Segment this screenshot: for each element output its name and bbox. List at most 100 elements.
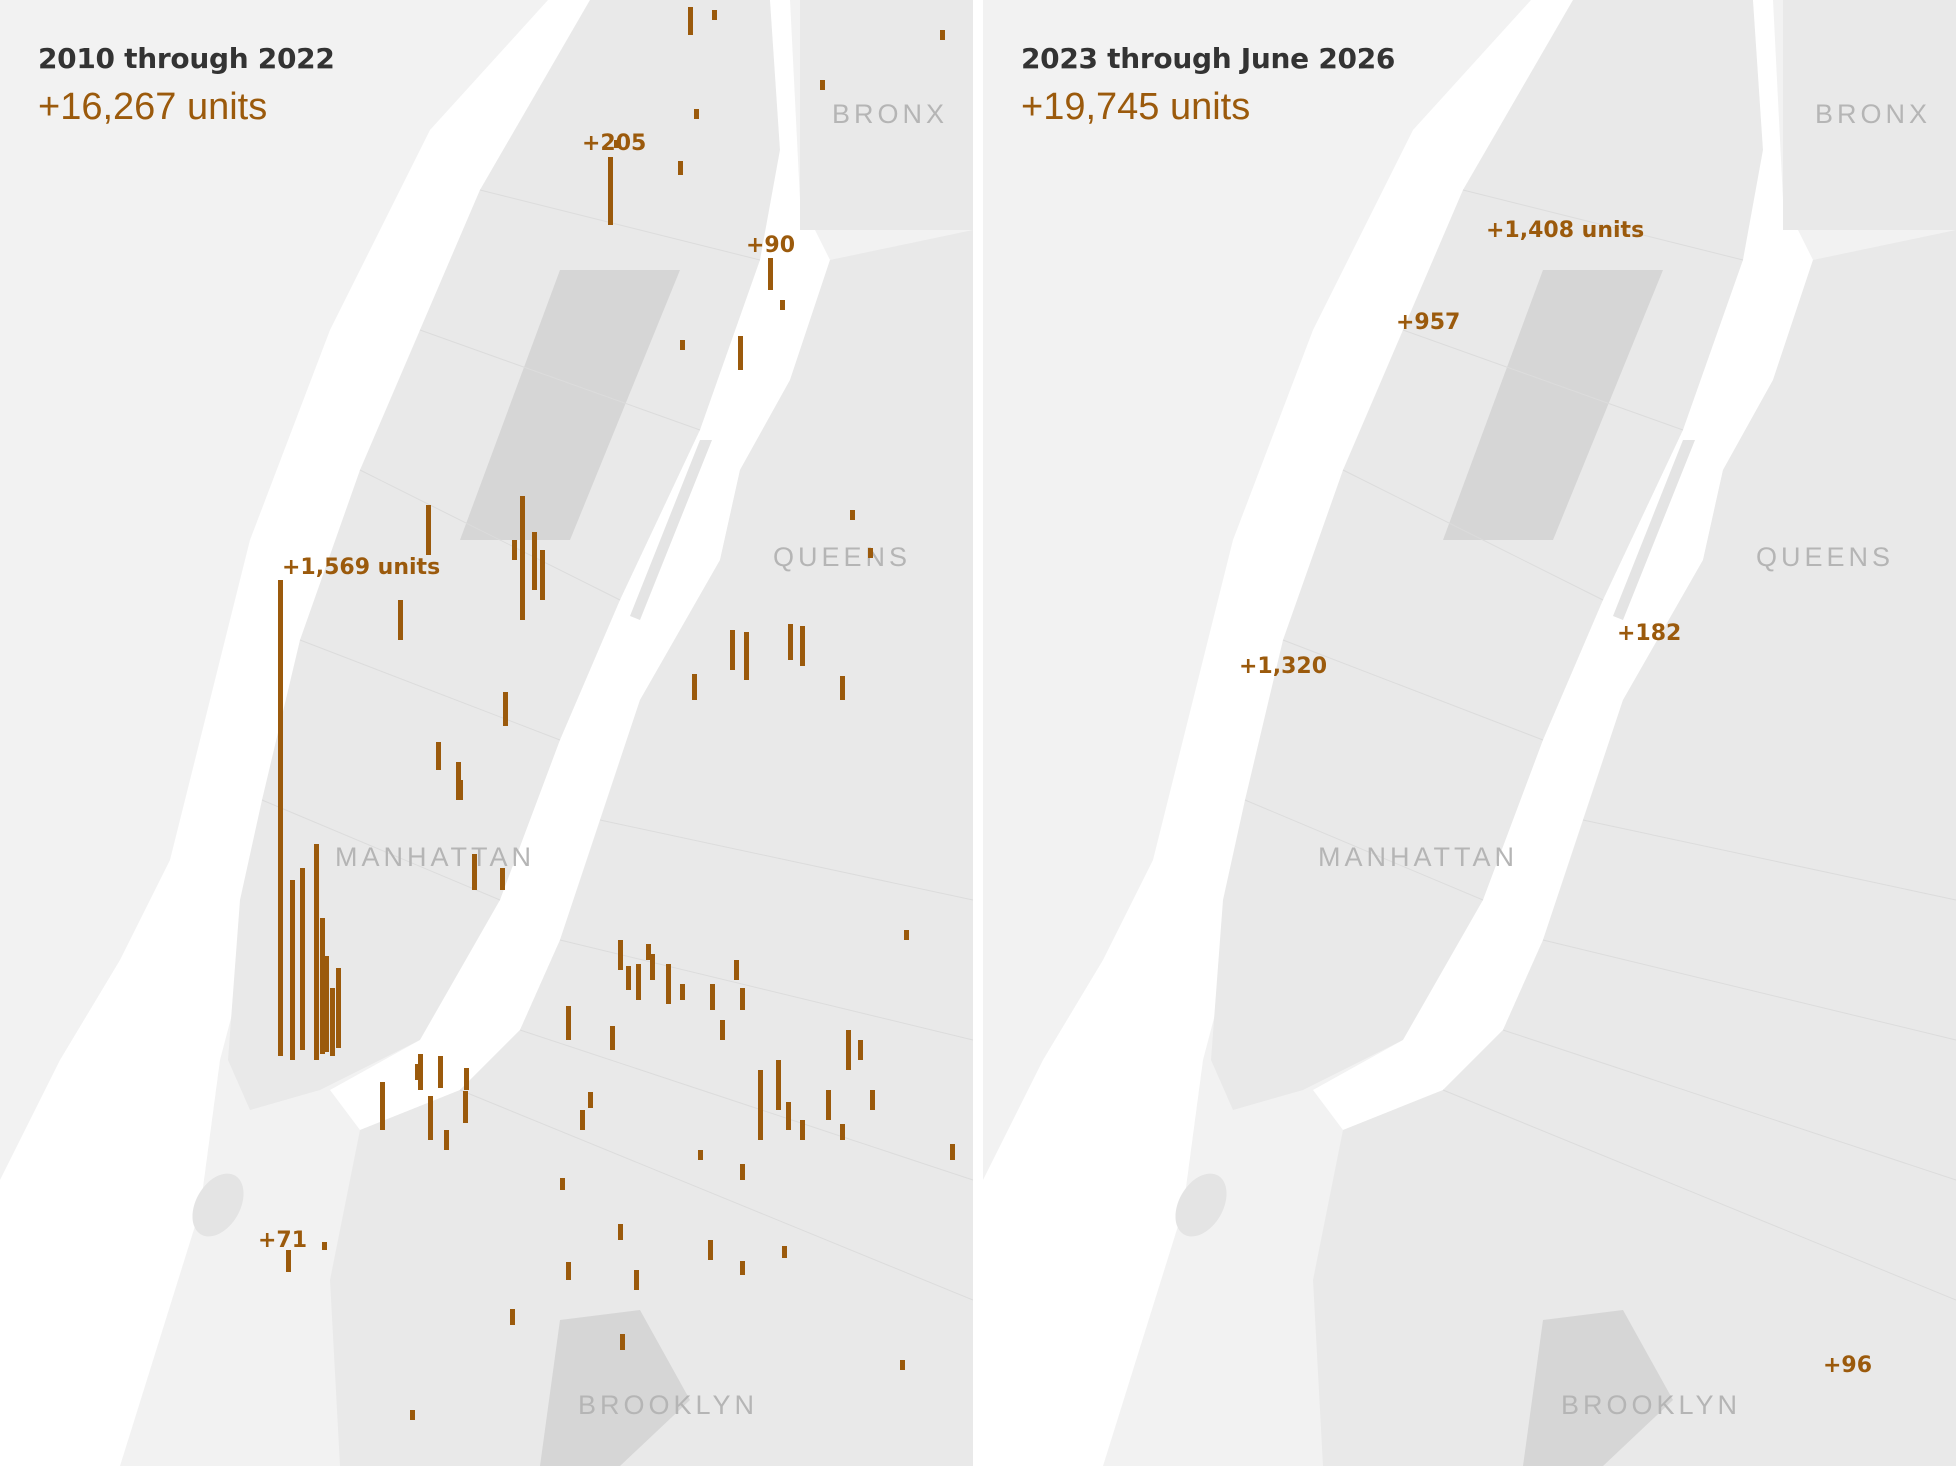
- unit-bar: [618, 940, 623, 970]
- callout-label: +1,569 units: [282, 555, 440, 580]
- unit-bar: [314, 844, 319, 1060]
- unit-bar: [740, 1261, 745, 1275]
- unit-bar: [436, 742, 441, 770]
- callout-label: +71: [258, 1228, 307, 1253]
- callout-label: +205: [582, 131, 646, 156]
- borough-label-bronx: BRONX: [1815, 99, 1931, 129]
- queens-brooklyn-landmass: [330, 230, 973, 1466]
- unit-bar: [426, 505, 431, 555]
- unit-bar: [740, 988, 745, 1010]
- unit-bar: [740, 1164, 745, 1180]
- central-park: [460, 270, 680, 540]
- callout-label: +1,320: [1239, 654, 1327, 679]
- street-grid: [1244, 189, 1956, 1301]
- governors-island: [1175, 1173, 1227, 1237]
- unit-bar: [786, 1102, 791, 1130]
- unit-bar: [324, 956, 329, 1052]
- period-total-units: +16,267 units: [38, 86, 268, 128]
- unit-bar: [566, 1006, 571, 1040]
- borough-label-bronx: BRONX: [832, 99, 948, 129]
- unit-bar: [500, 868, 505, 890]
- unit-bar: [744, 632, 749, 680]
- unit-bar: [503, 692, 508, 726]
- unit-bar: [710, 984, 715, 1010]
- prospect-park: [1523, 1310, 1673, 1466]
- unit-bar: [840, 1124, 845, 1140]
- unit-bar: [768, 258, 773, 290]
- unit-bar: [800, 626, 805, 666]
- unit-bar: [512, 540, 517, 560]
- unit-bar: [463, 1091, 468, 1123]
- panel-divider: [973, 0, 983, 1466]
- unit-bar: [900, 1360, 905, 1370]
- borough-label-queens: QUEENS: [773, 542, 911, 572]
- unit-bar: [846, 1030, 851, 1070]
- unit-bar: [680, 340, 685, 350]
- unit-bar: [614, 140, 619, 148]
- unit-bar: [720, 1020, 725, 1040]
- unit-bar: [330, 988, 335, 1056]
- callout-label: +90: [746, 233, 795, 258]
- unit-bar: [560, 1178, 565, 1190]
- unit-bar: [850, 510, 855, 520]
- unit-bar: [788, 624, 793, 660]
- unit-bar: [418, 1054, 423, 1090]
- overlay-labels: BRONX QUEENS MANHATTAN BROOKLYN +1,408 u…: [1239, 99, 1931, 1420]
- unit-bar: [398, 600, 403, 640]
- unit-bar: [410, 1410, 415, 1420]
- unit-bar: [336, 968, 341, 1048]
- callout-label: +182: [1617, 621, 1681, 646]
- unit-bar: [636, 964, 641, 1000]
- map-panel-2010-2022: 2010 through 2022 +16,267 units BRONX QU…: [0, 0, 973, 1466]
- period-total-units: +19,745 units: [1021, 86, 1251, 128]
- unit-bar: [444, 1130, 449, 1150]
- overlay-labels: BRONX QUEENS MANHATTAN BROOKLYN +205 +90…: [258, 7, 955, 1420]
- base-map: [983, 0, 1956, 1466]
- unit-bar: [380, 1082, 385, 1130]
- roosevelt-island: [630, 440, 712, 620]
- unit-bar: [780, 300, 785, 310]
- prospect-park: [540, 1310, 690, 1466]
- unit-bar: [610, 1026, 615, 1050]
- unit-bar: [712, 10, 717, 20]
- unit-bar: [278, 580, 283, 1056]
- unit-bar: [634, 1270, 639, 1290]
- unit-bar: [520, 496, 525, 620]
- central-park: [1443, 270, 1663, 540]
- unit-bar: [678, 161, 683, 175]
- unit-bar: [776, 1060, 781, 1110]
- unit-bar: [464, 1068, 469, 1090]
- queens-brooklyn-landmass: [1313, 230, 1956, 1466]
- unit-bar: [950, 1144, 955, 1160]
- unit-bar: [620, 1334, 625, 1350]
- unit-bar: [540, 550, 545, 600]
- borough-label-queens: QUEENS: [1756, 542, 1894, 572]
- unit-bar: [782, 1246, 787, 1258]
- unit-bar: [618, 1224, 623, 1240]
- unit-bar: [708, 1240, 713, 1260]
- unit-bar: [800, 1120, 805, 1140]
- unit-bar: [300, 868, 305, 1050]
- unit-bar: [646, 944, 651, 960]
- borough-label-manhattan: MANHATTAN: [335, 842, 535, 872]
- unit-bar: [692, 674, 697, 700]
- unit-bar: [758, 1070, 763, 1140]
- borough-label-brooklyn: BROOKLYN: [578, 1390, 758, 1420]
- bar-group: [278, 7, 955, 1420]
- unit-bar: [428, 1096, 433, 1140]
- unit-bar: [940, 30, 945, 40]
- callout-label: +1,408 units: [1486, 218, 1644, 243]
- street-grid: [261, 189, 973, 1301]
- unit-bar: [694, 109, 699, 119]
- period-title: 2023 through June 2026: [1021, 42, 1396, 75]
- unit-bar: [738, 336, 743, 370]
- unit-bar: [532, 532, 537, 590]
- unit-bar: [510, 1309, 515, 1325]
- unit-bar: [566, 1262, 571, 1280]
- unit-bar: [734, 960, 739, 980]
- unit-bar: [858, 1040, 863, 1060]
- map-panel-2023-2026: 2023 through June 2026 +19,745 units BRO…: [983, 0, 1956, 1466]
- unit-bar: [322, 1242, 327, 1250]
- unit-bar: [626, 966, 631, 990]
- unit-bar: [680, 984, 685, 1000]
